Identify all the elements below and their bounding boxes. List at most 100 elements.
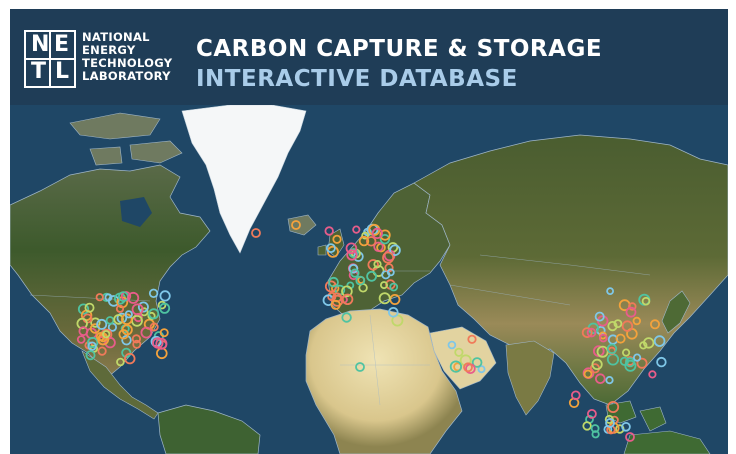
project-marker[interactable] (157, 300, 167, 310)
project-marker[interactable] (386, 268, 395, 277)
world-map[interactable] (10, 105, 728, 454)
project-marker[interactable] (615, 333, 626, 344)
project-marker[interactable] (587, 408, 597, 419)
project-marker[interactable] (291, 220, 301, 230)
project-marker[interactable] (355, 275, 366, 286)
project-marker[interactable] (389, 282, 399, 292)
project-marker[interactable] (121, 313, 133, 326)
project-marker[interactable] (124, 352, 136, 365)
project-marker[interactable] (591, 358, 603, 370)
project-marker[interactable] (104, 336, 116, 349)
project-marker[interactable] (605, 418, 615, 428)
project-marker[interactable] (650, 319, 661, 330)
project-marker[interactable] (358, 235, 370, 247)
project-marker[interactable] (87, 341, 97, 351)
project-marker[interactable] (355, 362, 365, 372)
project-marker[interactable] (251, 228, 261, 238)
project-marker[interactable] (624, 359, 637, 372)
project-marker[interactable] (95, 293, 104, 302)
project-marker[interactable] (137, 301, 149, 313)
project-marker[interactable] (341, 285, 353, 298)
project-marker[interactable] (348, 263, 359, 274)
project-marker[interactable] (324, 226, 334, 236)
project-marker[interactable] (366, 270, 378, 282)
project-marker[interactable] (330, 299, 341, 310)
project-marker[interactable] (389, 244, 401, 257)
project-marker[interactable] (621, 320, 634, 332)
project-marker[interactable] (653, 335, 666, 347)
project-marker[interactable] (97, 346, 107, 356)
project-marker[interactable] (139, 307, 149, 317)
project-marker[interactable] (132, 339, 142, 349)
project-marker[interactable] (140, 326, 153, 339)
project-marker[interactable] (366, 236, 377, 247)
project-marker[interactable] (477, 365, 486, 374)
project-marker[interactable] (345, 242, 358, 255)
project-marker[interactable] (591, 430, 600, 439)
project-marker[interactable] (648, 370, 657, 379)
project-marker[interactable] (625, 357, 636, 368)
project-marker[interactable] (379, 229, 391, 241)
project-marker[interactable] (594, 311, 605, 322)
project-marker[interactable] (379, 281, 388, 290)
project-marker[interactable] (341, 312, 352, 323)
project-marker[interactable] (583, 369, 593, 379)
project-marker[interactable] (613, 319, 623, 329)
project-marker[interactable] (371, 227, 383, 239)
project-marker[interactable] (463, 362, 473, 373)
project-marker[interactable] (149, 322, 159, 332)
project-marker[interactable] (367, 259, 379, 271)
project-marker[interactable] (581, 327, 593, 339)
project-marker[interactable] (361, 231, 370, 240)
project-marker[interactable] (131, 303, 144, 316)
project-marker[interactable] (471, 357, 483, 368)
project-marker[interactable] (325, 243, 336, 254)
project-marker[interactable] (102, 330, 111, 339)
project-marker[interactable] (379, 233, 391, 245)
project-marker[interactable] (115, 304, 125, 313)
project-marker[interactable] (328, 276, 339, 288)
project-marker[interactable] (606, 343, 618, 355)
project-marker[interactable] (467, 334, 477, 344)
project-marker[interactable] (148, 288, 159, 298)
project-marker[interactable] (641, 296, 651, 306)
project-marker[interactable] (621, 421, 631, 432)
project-marker[interactable] (643, 337, 655, 349)
project-marker[interactable] (76, 335, 86, 344)
project-marker[interactable] (118, 329, 129, 340)
project-marker[interactable] (121, 334, 132, 346)
project-marker[interactable] (632, 353, 642, 362)
project-marker[interactable] (605, 375, 614, 385)
project-marker[interactable] (121, 347, 132, 358)
project-marker[interactable] (636, 357, 648, 369)
project-marker[interactable] (459, 354, 472, 367)
project-marker[interactable] (570, 390, 581, 401)
project-marker[interactable] (147, 311, 156, 321)
project-marker[interactable] (582, 421, 592, 431)
project-marker[interactable] (606, 425, 616, 435)
project-marker[interactable] (148, 308, 160, 320)
project-marker[interactable] (352, 225, 361, 234)
project-marker[interactable] (84, 302, 95, 313)
project-marker[interactable] (373, 260, 382, 269)
project-marker[interactable] (625, 306, 637, 318)
project-marker[interactable] (159, 290, 171, 302)
project-marker[interactable] (96, 318, 108, 330)
project-marker[interactable] (449, 360, 462, 373)
project-marker[interactable] (90, 317, 101, 328)
project-marker[interactable] (346, 249, 358, 261)
project-markers[interactable] (76, 220, 667, 442)
project-marker[interactable] (116, 357, 125, 367)
project-marker[interactable] (85, 350, 96, 361)
project-marker[interactable] (107, 295, 120, 307)
project-marker[interactable] (378, 292, 391, 305)
project-marker[interactable] (155, 337, 168, 350)
project-marker[interactable] (606, 287, 614, 296)
project-marker[interactable] (131, 334, 142, 344)
project-marker[interactable] (76, 317, 88, 330)
project-marker[interactable] (628, 302, 637, 311)
project-marker[interactable] (159, 328, 169, 338)
project-marker[interactable] (594, 373, 606, 385)
project-marker[interactable] (127, 291, 140, 304)
project-marker[interactable] (454, 347, 464, 357)
